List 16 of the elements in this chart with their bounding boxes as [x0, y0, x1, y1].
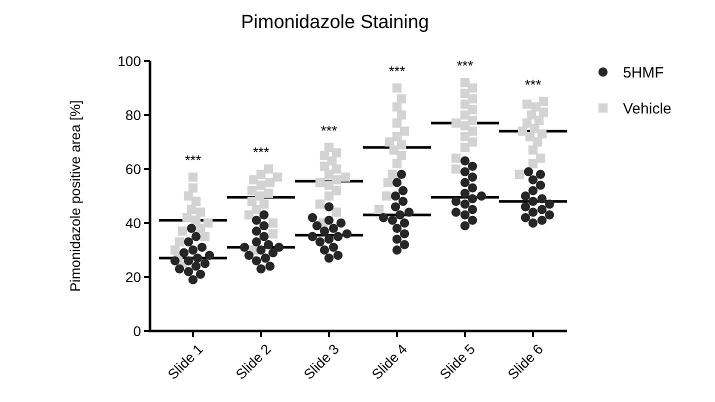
- y-tick-label: 0: [133, 322, 142, 339]
- annotation: ***: [184, 152, 202, 168]
- y-axis-title: Pimonidazole positive area [%]: [67, 100, 83, 292]
- legend-label: 5HMF: [623, 64, 664, 82]
- chart-title: Pimonidazole Staining: [240, 12, 430, 33]
- legend-label: Vehicle: [623, 100, 672, 118]
- y-tick-label: 80: [125, 106, 142, 123]
- annotation: ***: [524, 76, 542, 92]
- y-tick-label: 40: [125, 214, 142, 231]
- y-tick-label: 60: [125, 160, 142, 177]
- y-tick-label: 100: [118, 52, 142, 69]
- annotation: ***: [388, 63, 406, 79]
- annotation: ***: [320, 122, 338, 138]
- annotation: ***: [456, 58, 474, 74]
- annotation: ***: [252, 144, 270, 160]
- y-tick-label: 20: [125, 268, 142, 285]
